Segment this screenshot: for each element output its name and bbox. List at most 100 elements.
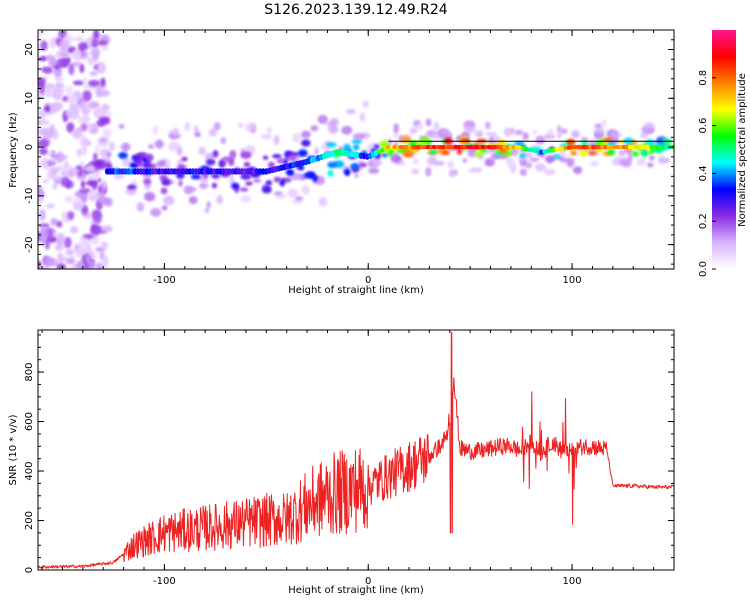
spectrogram-cell [53,64,61,70]
spectrogram-cell [56,263,67,269]
spectrogram-cell [44,83,56,90]
spectrogram-cell [82,77,88,84]
spectrogram-cell [327,161,338,169]
spectrogram-cell [462,158,467,163]
spectrogram-cell [467,147,477,158]
spectrogram-cell [447,161,454,169]
spectrogram-cell [468,168,476,174]
spectrogram-cell [345,109,356,115]
spectrogram-cell [261,185,272,194]
spectrogram-cell [343,168,351,177]
spectrogram-cell [71,128,82,138]
spectrogram-cell [457,148,463,155]
spectrogram-cell [266,126,272,134]
spectrogram-cell [312,174,318,182]
spectrogram-cell [113,175,125,180]
spectrogram-cell [475,130,484,138]
spectrogram-cell [211,174,220,179]
y-tick-label: -20 [24,236,35,252]
spectrogram-cell [262,155,269,160]
spectrogram-cell [137,152,148,157]
spectrogram-cell [409,127,418,134]
spectrogram-cell [50,218,58,226]
spectrogram-cell [101,44,109,51]
spectrogram-cell [60,176,71,188]
spectrogram-cell [503,127,513,137]
spectrogram-cell [93,108,106,119]
spectrogram-image [38,30,673,269]
spectrogram-cell [83,83,88,91]
spectrogram-cell [161,205,168,211]
spectrogram-cell [64,196,74,203]
y-tick-label: -10 [24,188,35,204]
spectrogram-cell [206,201,211,209]
spectrogram-cell [78,42,88,51]
spectrogram-cell [460,138,471,143]
spectrogram-cell [142,161,152,169]
spectrogram-cell [560,128,569,134]
spectrogram-cell [529,157,540,162]
spectrogram-cell [163,195,175,206]
spectrogram-cell [155,139,164,150]
spectrogram-frame [37,29,675,270]
spectrogram-cell [45,151,57,156]
spectrogram-cell [199,182,209,190]
spectrogram-cell [553,153,561,159]
spectrogram-cell [358,162,368,168]
spectrogram-cell [172,127,180,137]
spectrogram-cell [464,124,476,134]
spectrogram-cell [519,168,527,177]
spectrogram-cell [153,125,158,136]
spectrogram-cell [393,123,399,133]
spectrogram-cell [218,159,226,168]
spectrogram-cell [381,152,388,158]
spectrogram-cell [168,141,181,152]
spectrogram-cell [350,163,360,170]
spectrogram-cell [64,258,75,265]
spectrogram-cell [100,77,106,87]
spectrogram-cell [343,143,351,152]
spectrogram-cell [64,236,72,248]
spectrogram-cell [60,83,65,91]
spectrogram-cell [396,160,406,166]
spectrogram-cell [50,101,62,113]
spectrogram-cell [474,151,484,157]
spectrogram-cell [204,152,215,161]
spectrogram-cell [595,127,604,135]
spectrogram-cell [429,148,437,155]
spectrogram-cell [80,180,86,189]
spectrogram-cell [572,166,583,175]
spectrogram-cell [86,39,93,44]
spectrogram-cell [96,263,103,269]
spectrogram-y-ticks: -20 -10 0 10 20 [24,43,674,253]
spectrogram-cell [133,156,142,165]
spectrogram-cell [121,158,132,168]
spectrogram-cell [220,137,227,145]
spectrogram-cell [41,266,50,269]
spectrogram-cell [587,151,598,156]
snr-y-ticks: 0 200 400 600 800 [24,363,674,573]
spectrogram-cell [532,128,538,135]
spectrogram-cell [90,225,102,236]
spectrogram-cell [310,125,319,132]
spectrogram-cell [93,30,100,40]
spectrogram-cell [84,165,96,173]
spectrogram-cell [102,128,112,139]
spectrogram-cell [287,188,298,198]
spectrogram-cell [402,149,414,158]
spectrogram-cell [44,239,50,250]
spectrogram-cell [100,90,110,97]
spectrogram-cell [640,149,647,157]
spectrogram-cell [88,79,101,87]
spectrogram-cell [101,180,107,191]
spectrogram-cell [373,160,383,166]
spectrogram-cell [190,174,201,180]
spectrogram-cell [160,187,168,195]
spectrogram-cell [618,149,625,157]
figure-title: S126.2023.139.12.49.R24 [264,2,447,18]
spectrogram-cell [58,39,71,50]
spectrogram-cell [571,130,580,139]
spectrogram-cell [240,195,251,203]
spectrogram-cell [245,122,257,132]
